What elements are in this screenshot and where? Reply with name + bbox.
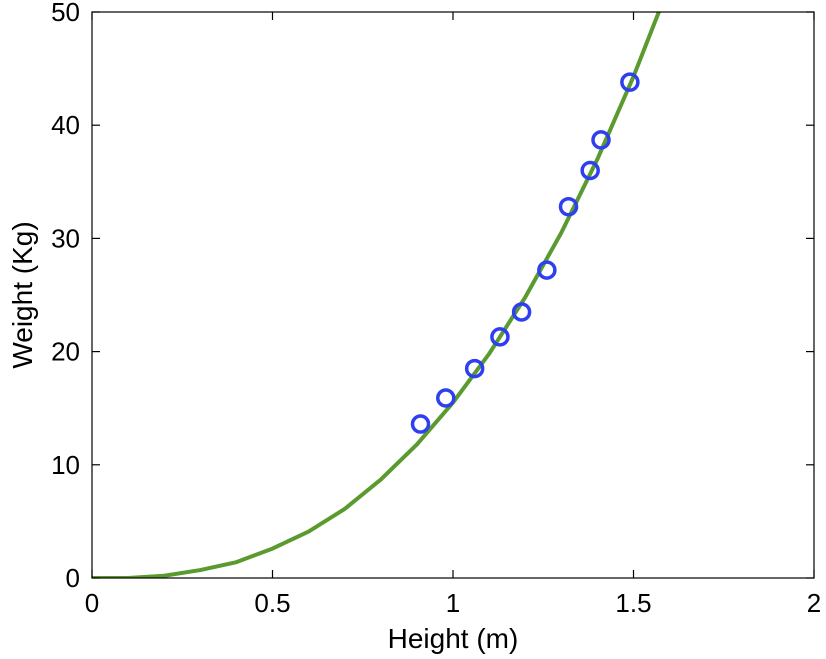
x-tick-label: 0.5: [254, 588, 290, 618]
y-axis-label: Weight (Kg): [7, 221, 38, 368]
x-tick-label: 2: [807, 588, 821, 618]
x-tick-label: 1: [446, 588, 460, 618]
y-tick-label: 40: [51, 110, 80, 140]
data-point-marker: [410, 414, 431, 434]
x-tick-label: 1.5: [615, 588, 651, 618]
data-point-marker: [464, 358, 485, 379]
y-tick-label: 0: [66, 563, 80, 593]
data-point-marker: [591, 130, 611, 150]
y-tick-label: 50: [51, 0, 80, 27]
data-point-marker: [558, 196, 579, 217]
data-point-marker: [436, 388, 456, 408]
fit-curve-line: [92, 12, 661, 578]
data-point-marker: [511, 302, 532, 322]
y-tick-label: 30: [51, 223, 80, 253]
axes-box: [91, 11, 815, 579]
data-point-marker: [537, 260, 557, 280]
y-tick-label: 20: [51, 337, 80, 367]
y-tick-label: 10: [51, 450, 80, 480]
x-tick-label: 0: [85, 588, 99, 618]
data-point-marker: [490, 327, 510, 347]
x-axis-label: Height (m): [388, 623, 519, 654]
plot-layer: [92, 12, 661, 578]
data-point-marker: [620, 72, 640, 92]
data-point-marker: [580, 160, 600, 181]
